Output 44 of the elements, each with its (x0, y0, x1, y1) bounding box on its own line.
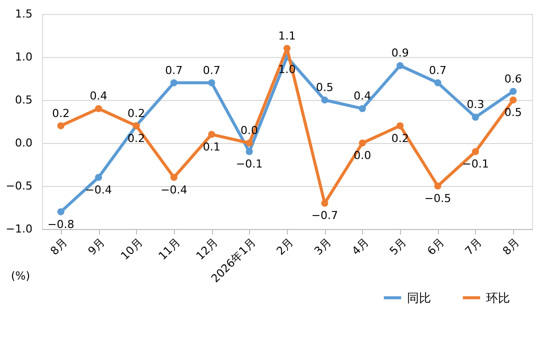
data-label: −0.4 (85, 183, 112, 196)
y-tick-label: −1.0 (6, 222, 32, 236)
y-tick-label: 0.0 (15, 136, 32, 150)
legend-label: 环比 (486, 290, 510, 305)
x-tick-label: 11月 (156, 236, 183, 263)
y-tick-label: 1.0 (15, 50, 32, 64)
data-label: 0.5 (504, 106, 522, 119)
x-tick-label: 3月 (312, 236, 334, 258)
x-tick-label: 8月 (500, 236, 522, 258)
data-label: −0.5 (424, 192, 452, 205)
x-tick-label: 10月 (118, 236, 146, 263)
data-label: 0.2 (391, 132, 409, 145)
data-label: −0.1 (236, 158, 263, 171)
x-tick-label: 12月 (194, 236, 221, 263)
y-tick-label: −0.5 (6, 180, 32, 192)
data-label: 0.5 (316, 81, 334, 94)
data-label: 0.2 (52, 106, 70, 120)
data-label: 0.7 (429, 64, 447, 77)
y-tick-label: 0.5 (15, 94, 32, 106)
y-tick-label: 1.5 (15, 8, 32, 20)
data-label: −0.7 (311, 209, 338, 222)
data-label: 0.6 (504, 72, 522, 86)
x-tick-label: 7月 (462, 236, 484, 258)
x-tick-label: 9月 (86, 236, 108, 258)
data-label: 0.2 (127, 132, 145, 145)
y-axis-title: (%) (10, 270, 30, 282)
data-label: 0.2 (127, 106, 145, 120)
data-label: 0.1 (202, 140, 220, 154)
data-label: −0.1 (462, 158, 489, 171)
legend-label: 同比 (407, 290, 431, 305)
data-label: −0.8 (47, 218, 74, 231)
data-label: 0.3 (466, 98, 484, 112)
data-label: 1.1 (278, 29, 296, 42)
data-label: 0.7 (202, 64, 220, 77)
data-label: 0.9 (391, 46, 409, 60)
data-label: 0.4 (354, 90, 372, 103)
data-label: 0.7 (165, 64, 183, 77)
data-label: −0.4 (160, 183, 188, 196)
x-tick-label: 5月 (387, 236, 410, 258)
x-tick-label: 2月 (274, 236, 296, 258)
data-label: 0.4 (90, 90, 108, 103)
x-tick-label: 6月 (424, 236, 447, 258)
x-tick-label: 8月 (48, 236, 70, 258)
x-tick-label: 4月 (349, 236, 372, 258)
